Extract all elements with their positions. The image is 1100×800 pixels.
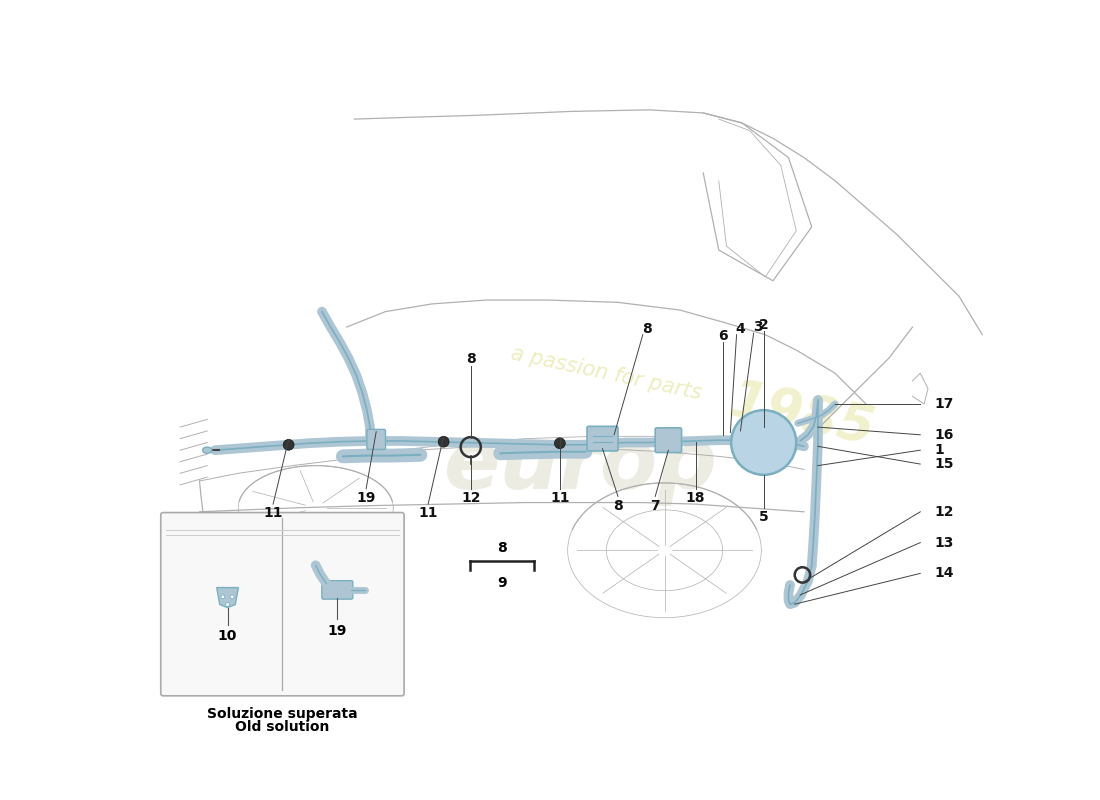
Text: 11: 11 (263, 506, 283, 520)
FancyBboxPatch shape (322, 581, 353, 599)
Text: 18: 18 (685, 491, 705, 505)
Circle shape (438, 436, 449, 447)
Text: 8: 8 (613, 498, 623, 513)
Text: europ: europ (444, 425, 717, 506)
Ellipse shape (202, 447, 212, 454)
Text: 1985: 1985 (725, 376, 880, 457)
Text: 16: 16 (934, 428, 954, 442)
Text: 8: 8 (641, 322, 651, 335)
Text: 7: 7 (650, 498, 660, 513)
Circle shape (283, 439, 294, 450)
Circle shape (732, 410, 796, 475)
Text: 19: 19 (328, 624, 346, 638)
Text: Soluzione superata: Soluzione superata (207, 707, 358, 722)
Text: 12: 12 (461, 491, 481, 505)
Text: 19: 19 (356, 491, 376, 505)
Text: 3: 3 (752, 320, 762, 334)
Text: 2: 2 (759, 318, 769, 332)
Text: 4: 4 (736, 322, 746, 335)
Text: Old solution: Old solution (235, 720, 330, 734)
FancyBboxPatch shape (161, 513, 404, 696)
Text: 14: 14 (934, 566, 954, 581)
Text: 6: 6 (718, 330, 727, 343)
Text: 11: 11 (550, 491, 570, 505)
Text: 8: 8 (497, 541, 507, 555)
Text: 15: 15 (934, 457, 954, 471)
Circle shape (554, 438, 565, 449)
Text: a passion for parts: a passion for parts (509, 343, 704, 403)
Text: 5: 5 (759, 510, 769, 524)
Text: 10: 10 (218, 629, 238, 643)
Circle shape (230, 595, 234, 598)
Text: 13: 13 (934, 536, 954, 550)
Circle shape (226, 602, 230, 606)
Text: 8: 8 (466, 352, 475, 366)
Text: 1: 1 (934, 443, 944, 457)
Circle shape (221, 595, 224, 598)
Text: 12: 12 (934, 505, 954, 519)
Polygon shape (217, 587, 239, 607)
FancyBboxPatch shape (656, 428, 682, 453)
Text: 9: 9 (497, 577, 507, 590)
Text: 11: 11 (418, 506, 438, 520)
Text: 17: 17 (934, 397, 954, 411)
FancyBboxPatch shape (587, 426, 618, 451)
FancyBboxPatch shape (367, 430, 385, 450)
